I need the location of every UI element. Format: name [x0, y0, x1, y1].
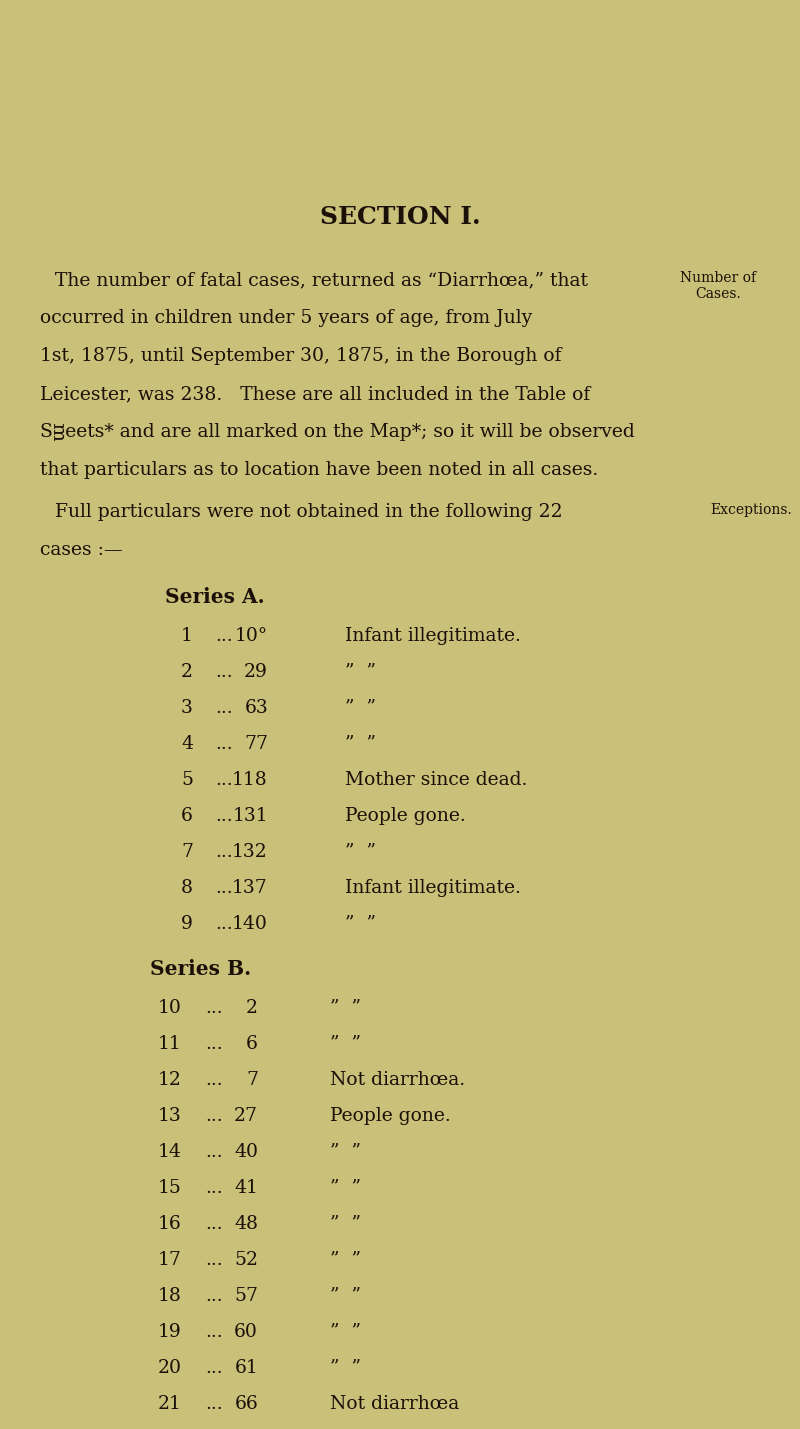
Text: ”  ”: ” ”: [345, 699, 376, 717]
Text: Mother since dead.: Mother since dead.: [345, 772, 527, 789]
Text: ...: ...: [205, 1070, 222, 1089]
Text: 12: 12: [158, 1070, 182, 1089]
Text: 20: 20: [158, 1359, 182, 1378]
Text: 16: 16: [158, 1215, 182, 1233]
Text: 118: 118: [232, 772, 268, 789]
Text: ...: ...: [215, 735, 233, 753]
Text: 3: 3: [181, 699, 193, 717]
Text: 41: 41: [234, 1179, 258, 1198]
Text: ”  ”: ” ”: [345, 735, 376, 753]
Text: Infant illegitimate.: Infant illegitimate.: [345, 879, 521, 897]
Text: ...: ...: [205, 1179, 222, 1198]
Text: 137: 137: [232, 879, 268, 897]
Text: ”  ”: ” ”: [330, 1215, 361, 1233]
Text: ...: ...: [205, 1035, 222, 1053]
Text: 60: 60: [234, 1323, 258, 1340]
Text: 27: 27: [234, 1107, 258, 1125]
Text: 10: 10: [158, 999, 182, 1017]
Text: 13: 13: [158, 1107, 182, 1125]
Text: 18: 18: [158, 1288, 182, 1305]
Text: 29: 29: [244, 663, 268, 682]
Text: ...: ...: [205, 1143, 222, 1160]
Text: ...: ...: [215, 772, 233, 789]
Text: Sᴟeets* and are all marked on the Map*; so it will be observed: Sᴟeets* and are all marked on the Map*; …: [40, 423, 634, 442]
Text: ...: ...: [205, 999, 222, 1017]
Text: ”  ”: ” ”: [330, 1250, 361, 1269]
Text: 66: 66: [234, 1395, 258, 1413]
Text: Infant illegitimate.: Infant illegitimate.: [345, 627, 521, 644]
Text: 52: 52: [234, 1250, 258, 1269]
Text: 77: 77: [244, 735, 268, 753]
Text: ”  ”: ” ”: [330, 1179, 361, 1198]
Text: 11: 11: [158, 1035, 182, 1053]
Text: 15: 15: [158, 1179, 182, 1198]
Text: 17: 17: [158, 1250, 182, 1269]
Text: 10°: 10°: [235, 627, 268, 644]
Text: 40: 40: [234, 1143, 258, 1160]
Text: ”  ”: ” ”: [345, 843, 376, 862]
Text: 21: 21: [158, 1395, 182, 1413]
Text: occurred in children under 5 years of age, from July: occurred in children under 5 years of ag…: [40, 309, 532, 327]
Text: 140: 140: [232, 915, 268, 933]
Text: ”  ”: ” ”: [345, 663, 376, 682]
Text: 132: 132: [232, 843, 268, 862]
Text: SECTION I.: SECTION I.: [320, 204, 480, 229]
Text: ...: ...: [205, 1288, 222, 1305]
Text: ...: ...: [205, 1359, 222, 1378]
Text: People gone.: People gone.: [345, 807, 466, 825]
Text: 19: 19: [158, 1323, 182, 1340]
Text: ...: ...: [205, 1215, 222, 1233]
Text: 63: 63: [244, 699, 268, 717]
Text: ...: ...: [215, 879, 233, 897]
Text: ”  ”: ” ”: [330, 1359, 361, 1378]
Text: 5: 5: [181, 772, 193, 789]
Text: 4: 4: [181, 735, 193, 753]
Text: Full particulars were not obtained in the following 22: Full particulars were not obtained in th…: [55, 503, 562, 522]
Text: ...: ...: [205, 1323, 222, 1340]
Text: 1st, 1875, until September 30, 1875, in the Borough of: 1st, 1875, until September 30, 1875, in …: [40, 347, 562, 364]
Text: ...: ...: [215, 627, 233, 644]
Text: 8: 8: [181, 879, 193, 897]
Text: People gone.: People gone.: [330, 1107, 450, 1125]
Text: ”  ”: ” ”: [330, 1143, 361, 1160]
Text: ”  ”: ” ”: [345, 915, 376, 933]
Text: Series A.: Series A.: [165, 587, 265, 607]
Text: 6: 6: [246, 1035, 258, 1053]
Text: cases :—: cases :—: [40, 542, 122, 559]
Text: ...: ...: [215, 663, 233, 682]
Text: 61: 61: [234, 1359, 258, 1378]
Text: ...: ...: [205, 1107, 222, 1125]
Text: 7: 7: [181, 843, 193, 862]
Text: ...: ...: [205, 1395, 222, 1413]
Text: ...: ...: [215, 699, 233, 717]
Text: ”  ”: ” ”: [330, 1288, 361, 1305]
Text: Number of: Number of: [680, 272, 756, 284]
Text: that particulars as to location have been noted in all cases.: that particulars as to location have bee…: [40, 462, 598, 479]
Text: Not diarrhœa.: Not diarrhœa.: [330, 1070, 465, 1089]
Text: 1: 1: [181, 627, 193, 644]
Text: Series B.: Series B.: [150, 959, 251, 979]
Text: Not diarrhœa: Not diarrhœa: [330, 1395, 459, 1413]
Text: The number of fatal cases, returned as “Diarrhœa,” that: The number of fatal cases, returned as “…: [55, 272, 588, 289]
Text: ”  ”: ” ”: [330, 1323, 361, 1340]
Text: 2: 2: [181, 663, 193, 682]
Text: Exceptions.: Exceptions.: [710, 503, 792, 517]
Text: 2: 2: [246, 999, 258, 1017]
Text: 131: 131: [232, 807, 268, 825]
Text: 7: 7: [246, 1070, 258, 1089]
Text: ...: ...: [215, 807, 233, 825]
Text: ...: ...: [215, 843, 233, 862]
Text: 9: 9: [181, 915, 193, 933]
Text: 57: 57: [234, 1288, 258, 1305]
Text: 48: 48: [234, 1215, 258, 1233]
Text: 14: 14: [158, 1143, 182, 1160]
Text: 6: 6: [181, 807, 193, 825]
Text: ...: ...: [205, 1250, 222, 1269]
Text: Cases.: Cases.: [695, 287, 741, 302]
Text: ”  ”: ” ”: [330, 999, 361, 1017]
Text: Leicester, was 238.   These are all included in the Table of: Leicester, was 238. These are all includ…: [40, 384, 590, 403]
Text: ”  ”: ” ”: [330, 1035, 361, 1053]
Text: ...: ...: [215, 915, 233, 933]
